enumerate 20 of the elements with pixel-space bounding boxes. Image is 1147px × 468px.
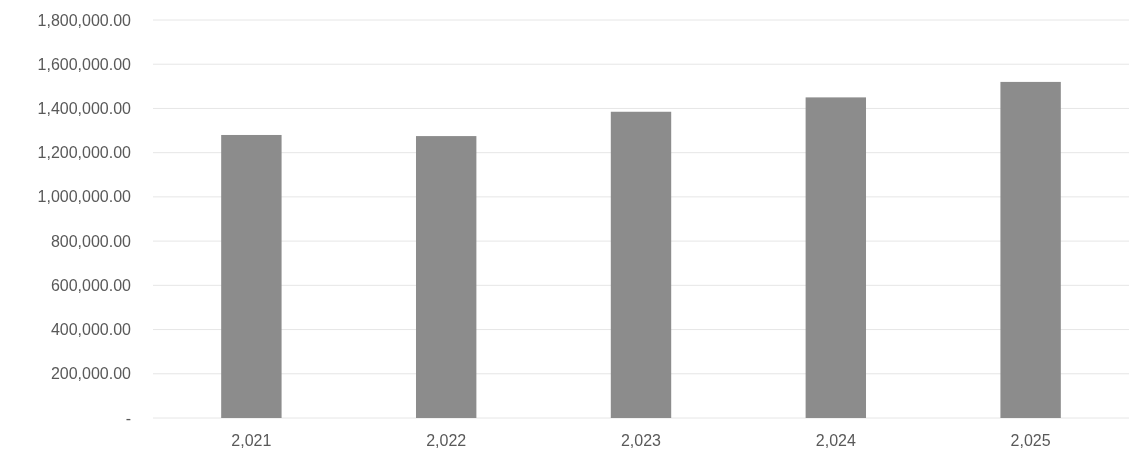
y-tick-label: 200,000.00 bbox=[50, 365, 132, 383]
y-tick-label: 400,000.00 bbox=[50, 321, 132, 339]
y-tick-label: 1,000,000.00 bbox=[37, 188, 132, 206]
y-tick-label: 1,200,000.00 bbox=[37, 144, 132, 162]
x-tick-label: 2,024 bbox=[815, 432, 856, 449]
bar bbox=[610, 111, 672, 418]
x-tick-label: 2,021 bbox=[231, 432, 272, 449]
y-tick-label: 600,000.00 bbox=[50, 276, 132, 294]
x-tick-label: 2,022 bbox=[426, 432, 467, 449]
bar bbox=[1000, 81, 1061, 418]
y-tick-label: 1,800,000.00 bbox=[37, 11, 132, 29]
bar bbox=[805, 97, 867, 418]
y-tick-label: 1,600,000.00 bbox=[37, 55, 132, 73]
bar bbox=[221, 134, 282, 418]
y-tick-label: 800,000.00 bbox=[50, 232, 132, 250]
y-tick-label: 1,400,000.00 bbox=[37, 100, 132, 118]
x-tick-label: 2,023 bbox=[620, 432, 662, 449]
x-tick-label: 2,025 bbox=[1010, 432, 1051, 449]
bar bbox=[415, 136, 477, 418]
y-tick-label: - bbox=[125, 409, 131, 427]
